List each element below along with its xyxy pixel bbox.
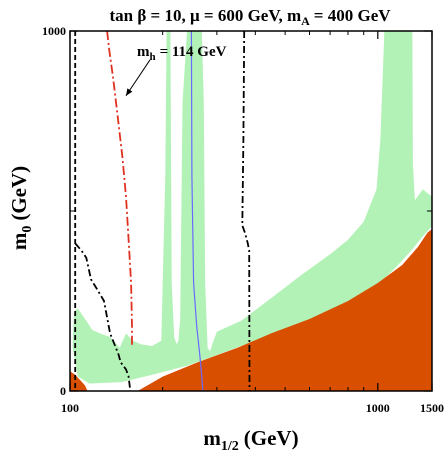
region-excluded-stau-lsp-2 (137, 229, 432, 391)
xlabel-rest: (GeV) (244, 426, 299, 450)
curve-higgs-line-6 (106, 31, 133, 348)
chart-title: tan β = 10, μ = 600 GeV, mA = 400 GeV (109, 6, 391, 28)
annotation-layer: mh = 114 GeV (125, 44, 227, 97)
y-tick-label: 0 (60, 384, 66, 398)
annotation-arrow (125, 59, 151, 97)
plot-area (70, 31, 432, 391)
annotation-rest: = 114 GeV (160, 44, 227, 60)
curve-g2-line-4 (190, 31, 204, 391)
title-tanb: tan β = 10 (109, 6, 181, 25)
x-axis-label: m1/2 (GeV) (203, 426, 298, 454)
title-mu: μ = 600 GeV (190, 6, 281, 25)
xlabel-main: m (203, 426, 221, 450)
title-mA-main: m (287, 6, 301, 25)
ylabel-sub: 0 (20, 226, 35, 233)
curve-bsgamma-line-8 (241, 31, 251, 391)
ylabel-main: m (7, 232, 31, 250)
x-tick-label: 1500 (420, 401, 444, 415)
axis-ticks: 100 1000 1500 0 1000 (42, 24, 444, 415)
ylabel-rest: (GeV) (7, 166, 31, 221)
title-mA-rest: = 400 GeV (314, 6, 391, 25)
higgs-mass-annotation: mh = 114 GeV (137, 44, 227, 63)
annotation-main: m (137, 44, 150, 60)
annotation-arrowhead (125, 88, 133, 96)
xlabel-sub: 1/2 (221, 439, 239, 454)
y-axis-label: m0 (GeV) (7, 166, 35, 250)
y-tick-label: 1000 (42, 24, 66, 38)
title-mA-sub: A (301, 14, 310, 28)
region-wmap-region-0 (72, 31, 432, 384)
curve-bsgamma-line-7 (74, 242, 132, 391)
x-tick-label: 1000 (366, 401, 390, 415)
x-tick-label: 100 (61, 401, 79, 415)
annotation-sub: h (149, 51, 155, 63)
